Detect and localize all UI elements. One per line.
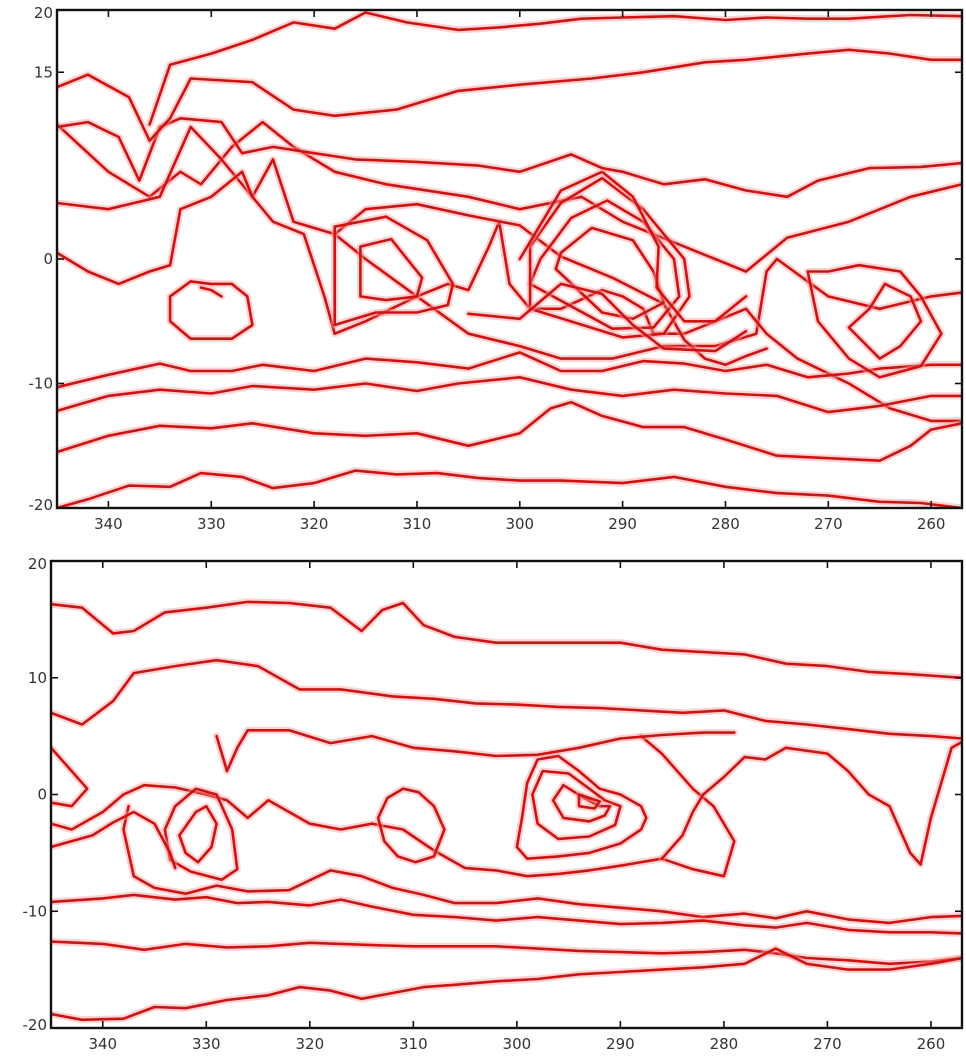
x-tick-label: 260 xyxy=(917,515,946,533)
contour-line-11 xyxy=(359,237,424,302)
contour-line-8 xyxy=(199,286,223,298)
contour-line-15 xyxy=(467,282,748,353)
contour-line-0 xyxy=(57,120,962,273)
contour-line-7 xyxy=(51,947,962,1022)
contour-line-14 xyxy=(577,793,601,810)
contour-line-5 xyxy=(51,893,962,935)
x-tick-label: 280 xyxy=(711,515,740,533)
contour-line-7 xyxy=(168,280,254,340)
top-contour-panel: 340 330 320 310 300 290 280 270 260 20 15 0 -10 -20 xyxy=(29,4,964,533)
contour-line-0 xyxy=(51,600,962,680)
contour-line-3 xyxy=(57,351,962,389)
contour-line-8 xyxy=(163,787,239,881)
contour-line-13 xyxy=(551,783,612,823)
y-tick-label: -10 xyxy=(23,902,48,920)
x-tick-label: 290 xyxy=(606,1035,635,1053)
contour-line-4 xyxy=(122,804,962,925)
contour-line-14 xyxy=(528,176,691,339)
contour-line-11 xyxy=(515,754,648,860)
y-tick-label: 20 xyxy=(34,4,53,22)
plot-background xyxy=(57,10,962,508)
x-tick-label: 320 xyxy=(300,515,329,533)
contour-line-9 xyxy=(333,202,768,367)
contour-lines xyxy=(51,598,962,1024)
x-tick-label: 280 xyxy=(710,1035,739,1053)
contour-line-21 xyxy=(148,11,962,126)
x-tick-label: 260 xyxy=(917,1035,946,1053)
contour-line-2 xyxy=(57,170,962,423)
y-tick-label: -10 xyxy=(29,375,54,393)
x-tick-label: 270 xyxy=(813,1035,842,1053)
contour-line-10 xyxy=(376,787,446,864)
contour-line-6 xyxy=(51,940,962,966)
contour-line-4 xyxy=(57,376,962,414)
x-tick-label: 340 xyxy=(94,515,123,533)
x-tick-label: 330 xyxy=(197,515,226,533)
bottom-contour-panel: 340 330 320 310 300 290 280 270 260 20 10 0 -10 -20 xyxy=(23,555,964,1053)
contour-line-17 xyxy=(847,282,923,360)
x-tick-label: 340 xyxy=(88,1035,117,1053)
contour-line-13 xyxy=(528,199,681,330)
contour-line-18 xyxy=(806,263,943,379)
y-tick-label: -20 xyxy=(23,1016,48,1034)
y-tick-label: -20 xyxy=(29,496,54,514)
contour-line-20 xyxy=(57,48,962,142)
contour-line-6 xyxy=(57,469,962,508)
x-tick-label: 300 xyxy=(505,515,534,533)
contour-line-2 xyxy=(51,734,736,878)
contour-line-9 xyxy=(178,804,218,864)
y-tick-label: 0 xyxy=(43,250,53,268)
contour-lines xyxy=(57,10,962,508)
x-tick-label: 330 xyxy=(192,1035,221,1053)
contour-line-16 xyxy=(51,810,177,870)
y-tick-label: 15 xyxy=(34,63,53,81)
y-tick-label: 20 xyxy=(28,555,47,573)
contour-line-12 xyxy=(554,226,666,321)
contour-line-1 xyxy=(57,125,962,360)
contour-line-3 xyxy=(215,729,736,773)
x-tick-label: 310 xyxy=(403,515,432,533)
y-tick-label: 0 xyxy=(37,786,47,804)
contour-line-10 xyxy=(333,215,455,327)
x-tick-label: 290 xyxy=(608,515,637,533)
contour-line-15 xyxy=(51,746,89,808)
x-tick-label: 300 xyxy=(503,1035,532,1053)
x-tick-label: 320 xyxy=(295,1035,324,1053)
contour-line-17 xyxy=(660,740,962,866)
contour-line-19 xyxy=(57,117,962,199)
contour-line-16 xyxy=(518,170,748,323)
y-tick-label: 10 xyxy=(28,669,47,687)
x-tick-label: 310 xyxy=(399,1035,428,1053)
contour-line-5 xyxy=(57,400,962,462)
contour-line-12 xyxy=(531,769,622,841)
contour-line-1 xyxy=(51,658,962,740)
x-tick-label: 270 xyxy=(814,515,843,533)
